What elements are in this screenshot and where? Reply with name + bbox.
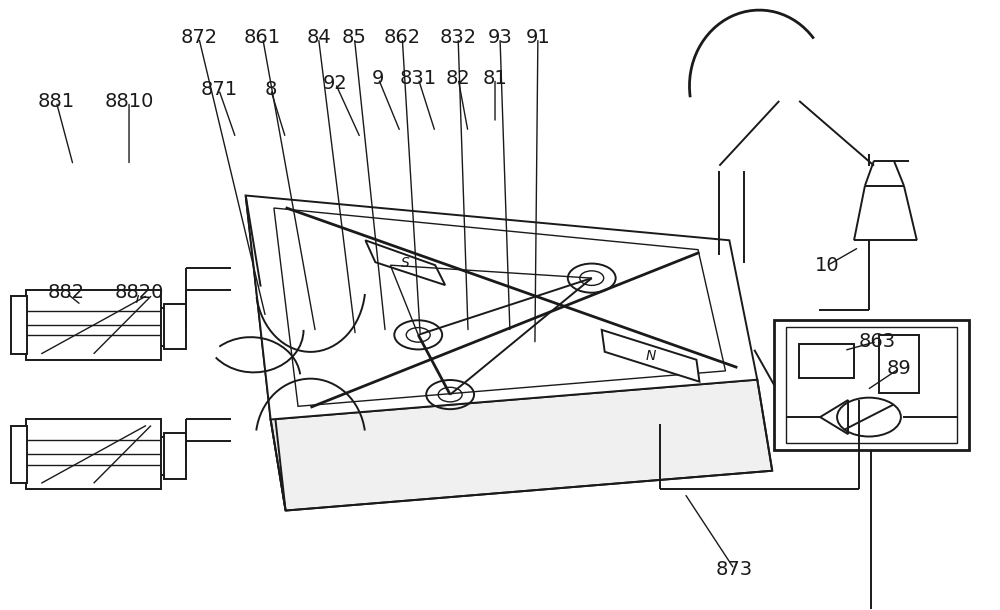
Bar <box>774 320 969 450</box>
Polygon shape <box>246 195 757 420</box>
Text: 882: 882 <box>48 284 85 303</box>
Text: 9: 9 <box>372 69 385 88</box>
Polygon shape <box>365 240 445 285</box>
Text: 10: 10 <box>815 256 839 275</box>
Text: 8820: 8820 <box>114 284 164 303</box>
Text: 81: 81 <box>483 69 507 88</box>
Text: 863: 863 <box>858 332 896 351</box>
Bar <box>26 420 161 489</box>
Text: 8810: 8810 <box>104 92 154 111</box>
Text: 82: 82 <box>446 69 470 88</box>
Text: 872: 872 <box>180 28 217 48</box>
Bar <box>11 426 27 483</box>
Bar <box>879 335 919 393</box>
Text: 93: 93 <box>488 28 512 48</box>
Text: S: S <box>401 256 410 270</box>
Text: 85: 85 <box>342 28 367 48</box>
Text: 832: 832 <box>440 28 477 48</box>
Text: 92: 92 <box>323 74 348 93</box>
Text: 831: 831 <box>400 69 437 88</box>
Bar <box>786 327 957 443</box>
Text: 881: 881 <box>38 92 75 111</box>
Bar <box>164 434 186 479</box>
Bar <box>11 296 27 354</box>
Bar <box>26 290 161 360</box>
Polygon shape <box>246 195 286 511</box>
Text: 873: 873 <box>716 559 753 579</box>
Text: N: N <box>645 349 656 363</box>
Text: 89: 89 <box>887 359 911 378</box>
Bar <box>164 304 186 350</box>
Text: 91: 91 <box>526 28 550 48</box>
Text: 871: 871 <box>200 80 237 99</box>
Text: 84: 84 <box>306 28 331 48</box>
Text: 861: 861 <box>244 28 281 48</box>
Text: 8: 8 <box>264 80 277 99</box>
Polygon shape <box>602 330 699 382</box>
Text: 862: 862 <box>384 28 421 48</box>
Bar <box>799 344 854 378</box>
Polygon shape <box>271 379 772 511</box>
